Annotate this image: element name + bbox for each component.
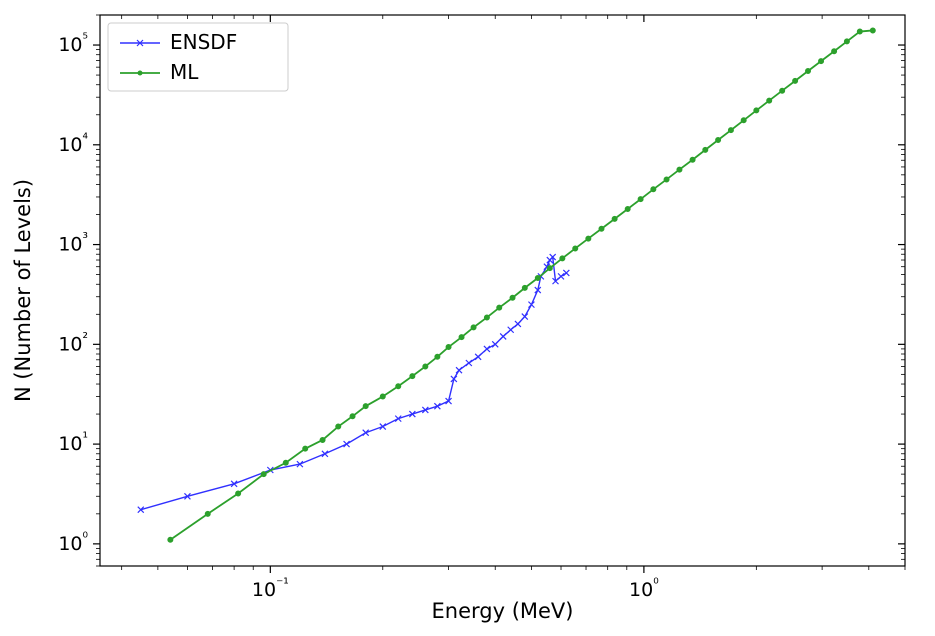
series-marker-ml xyxy=(283,460,288,465)
chart-container: 10⁻¹ 10⁰ 10⁰ 10¹ 10² 10³ 10⁴ 10⁵ Energy (MeV) N (… xyxy=(0,0,935,636)
series-marker-ml xyxy=(651,187,656,192)
series-marker-ml xyxy=(459,335,464,340)
series-marker-ml xyxy=(793,78,798,83)
series-marker-ml xyxy=(320,437,325,442)
series-marker-ml xyxy=(380,394,385,399)
series-marker-ml xyxy=(754,108,759,113)
series-marker-ml xyxy=(363,404,368,409)
series-marker-ml xyxy=(690,157,695,162)
series-marker-ml xyxy=(435,354,440,359)
series-marker-ml xyxy=(780,88,785,93)
legend: ENSDF ML xyxy=(108,23,288,91)
chart-svg: 10⁻¹ 10⁰ 10⁰ 10¹ 10² 10³ 10⁴ 10⁵ Energy (MeV) N (… xyxy=(0,0,935,636)
series-marker-ml xyxy=(547,266,552,271)
y-tick-label: 10⁴ xyxy=(58,131,88,156)
series-marker-ml xyxy=(703,147,708,152)
x-tick-label: 10⁻¹ xyxy=(252,576,289,601)
series-marker-ml xyxy=(857,29,862,34)
series-marker-ml xyxy=(446,345,451,350)
series-marker-ml xyxy=(236,491,241,496)
series-marker-ml xyxy=(535,276,540,281)
series-marker-ml xyxy=(677,167,682,172)
series-marker-ml xyxy=(423,364,428,369)
series-marker-ml xyxy=(844,39,849,44)
series-marker-ml xyxy=(599,226,604,231)
series-marker-ml xyxy=(741,118,746,123)
series-marker-ml xyxy=(471,325,476,330)
series-marker-ml xyxy=(638,197,643,202)
series-marker-ml xyxy=(205,511,210,516)
y-tick-label: 10⁵ xyxy=(58,31,88,56)
y-tick-label: 10⁰ xyxy=(58,530,88,555)
series-marker-ml xyxy=(767,98,772,103)
series-marker-ml xyxy=(350,414,355,419)
series-marker-ml xyxy=(303,446,308,451)
series-marker-ml xyxy=(586,236,591,241)
x-axis-label: Energy (MeV) xyxy=(432,599,574,623)
series-marker-ml xyxy=(664,177,669,182)
series-marker-ml xyxy=(560,256,565,261)
series-marker-ml xyxy=(870,28,875,33)
y-tick-label: 10³ xyxy=(58,231,88,256)
series-marker-ml xyxy=(716,138,721,143)
series-marker-ml xyxy=(168,537,173,542)
series-marker-ml xyxy=(806,68,811,73)
series-marker-ml xyxy=(336,424,341,429)
legend-marker-ml xyxy=(138,71,143,76)
series-marker-ml xyxy=(484,315,489,320)
series-marker-ml xyxy=(396,384,401,389)
y-axis-label: N (Number of Levels) xyxy=(11,179,35,402)
series-marker-ml xyxy=(522,285,527,290)
series-marker-ml xyxy=(819,59,824,64)
series-marker-ml xyxy=(510,295,515,300)
series-marker-ml xyxy=(497,305,502,310)
series-marker-ml xyxy=(612,216,617,221)
plot-area xyxy=(100,15,905,566)
series-marker-ml xyxy=(832,49,837,54)
y-tick-label: 10¹ xyxy=(58,430,88,455)
series-marker-ml xyxy=(261,472,266,477)
series-marker-ml xyxy=(728,128,733,133)
x-tick-label: 10⁰ xyxy=(629,576,659,601)
series-marker-ml xyxy=(625,207,630,212)
legend-label-ensdf: ENSDF xyxy=(170,30,237,54)
y-tick-label: 10² xyxy=(58,330,88,355)
legend-label-ml: ML xyxy=(170,60,199,84)
series-marker-ml xyxy=(573,246,578,251)
series-marker-ml xyxy=(410,374,415,379)
